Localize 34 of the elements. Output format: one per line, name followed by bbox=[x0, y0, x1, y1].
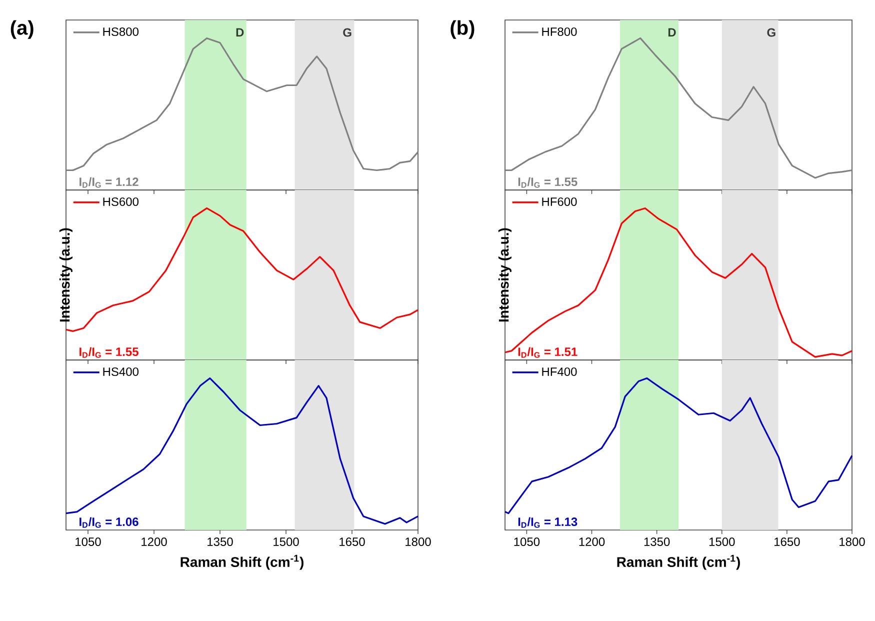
legend-label: HS800 bbox=[103, 27, 139, 36]
band-label: G bbox=[343, 28, 352, 37]
x-tick-label: 1050 bbox=[514, 538, 540, 546]
x-tick-label: 1800 bbox=[840, 538, 865, 546]
chart-title: (a) bbox=[10, 20, 34, 39]
band-label: G bbox=[767, 28, 776, 37]
x-tick-label: 1650 bbox=[340, 538, 365, 546]
annotation: I$_{D}$/I$_{G}$ = 1.55 bbox=[518, 177, 578, 188]
x-tick-label: 1500 bbox=[709, 538, 735, 546]
band-label: D bbox=[236, 28, 244, 37]
annotation: I$_{D}$/I$_{G}$ = 1.51 bbox=[518, 347, 578, 358]
annotation: I$_{D}$/I$_{G}$ = 1.06 bbox=[80, 517, 138, 528]
y-axis-title: Intensity (a.u.) bbox=[59, 228, 72, 322]
x-tick-label: 1350 bbox=[208, 538, 233, 546]
annotation: I$_{D}$/I$_{G}$ = 1.12 bbox=[80, 177, 138, 188]
legend-label: HF400 bbox=[542, 367, 577, 376]
x-tick-label: 1650 bbox=[774, 538, 800, 546]
x-tick-label: 1200 bbox=[142, 538, 167, 546]
band-label: D bbox=[668, 28, 676, 37]
x-axis-title: Raman Shift (cm$^{-1}$) bbox=[617, 554, 740, 570]
legend-label: HS400 bbox=[103, 367, 139, 376]
x-tick-label: 1800 bbox=[406, 538, 431, 546]
legend-label: HF600 bbox=[542, 197, 577, 206]
x-tick-label: 1350 bbox=[644, 538, 670, 546]
annotation: I$_{D}$/I$_{G}$ = 1.13 bbox=[518, 517, 578, 528]
x-tick-label: 1500 bbox=[274, 538, 299, 546]
legend-label: HF800 bbox=[542, 27, 577, 36]
x-tick-label: 1200 bbox=[579, 538, 605, 546]
y-axis-title: Intensity (a.u.) bbox=[498, 228, 512, 322]
annotation: I$_{D}$/I$_{G}$ = 1.55 bbox=[80, 347, 138, 358]
legend-label: HS600 bbox=[103, 197, 139, 206]
x-axis-title: Raman Shift (cm$^{-1}$) bbox=[180, 554, 304, 570]
chart-title: (b) bbox=[450, 20, 474, 39]
x-tick-label: 1050 bbox=[76, 538, 101, 546]
